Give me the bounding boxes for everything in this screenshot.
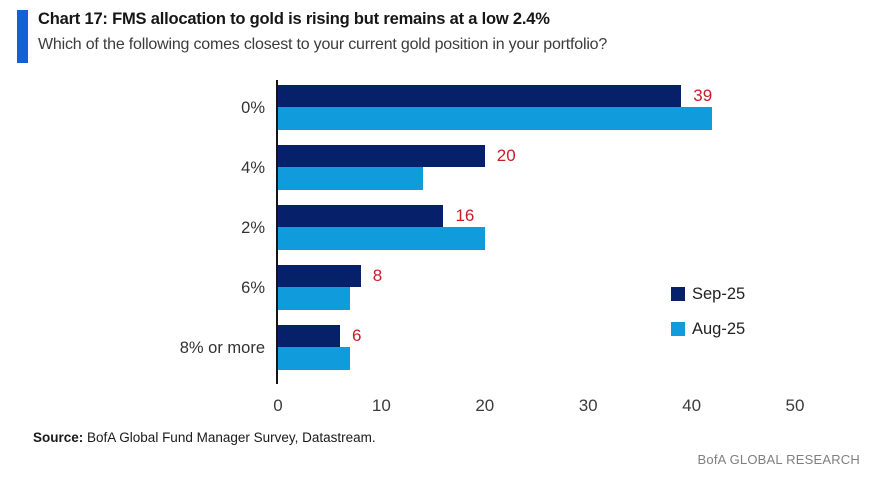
bar-aug-25 [278, 227, 485, 250]
legend-swatch-icon [671, 287, 685, 301]
category-label: 6% [241, 279, 265, 297]
brand-mark: BofA GLOBAL RESEARCH [697, 452, 860, 467]
bar-aug-25 [278, 287, 351, 310]
category-label: 0% [241, 99, 265, 117]
category-label: 4% [241, 159, 265, 177]
x-tick-label: 30 [578, 396, 598, 415]
source-text: BofA Global Fund Manager Survey, Datastr… [83, 430, 376, 445]
bar-aug-25 [278, 167, 423, 190]
bar-sep-25 [278, 265, 361, 287]
y-axis-line [276, 80, 278, 384]
title-accent-bar [17, 10, 28, 63]
value-label: 16 [455, 206, 475, 225]
legend-item-aug-25: Aug-25 [671, 319, 746, 338]
legend-label: Sep-25 [692, 284, 746, 303]
chart-title: Chart 17: FMS allocation to gold is risi… [38, 10, 550, 28]
bar-sep-25 [278, 205, 444, 227]
bar-aug-25 [278, 107, 713, 130]
category-axis: 0% 4% 2% 6% 8% or more [0, 80, 265, 384]
plot-area: 39 20 16 8 6 0 10 20 30 40 50 [273, 80, 804, 415]
x-tick-label: 50 [785, 396, 805, 415]
legend-swatch-icon [671, 322, 685, 336]
x-tick-label: 40 [682, 396, 702, 415]
value-label: 20 [496, 146, 516, 165]
source-note: Source: BofA Global Fund Manager Survey,… [33, 430, 376, 445]
bar-sep-25 [278, 85, 682, 107]
bar-sep-25 [278, 145, 485, 167]
category-label: 2% [241, 219, 265, 237]
value-label: 8 [372, 266, 383, 285]
bar-sep-25 [278, 325, 341, 347]
legend-item-sep-25: Sep-25 [671, 284, 746, 303]
bar-aug-25 [278, 347, 351, 370]
category-label: 8% or more [179, 339, 265, 357]
value-label: 6 [352, 326, 362, 345]
value-label: 39 [693, 86, 713, 105]
x-tick-label: 0 [273, 396, 283, 415]
legend: Sep-25 Aug-25 [671, 284, 746, 356]
x-tick-label: 20 [475, 396, 495, 415]
legend-label: Aug-25 [692, 319, 746, 338]
source-label: Source: [33, 430, 84, 445]
x-tick-label: 10 [371, 396, 391, 415]
chart-subtitle: Which of the following comes closest to … [38, 36, 608, 53]
